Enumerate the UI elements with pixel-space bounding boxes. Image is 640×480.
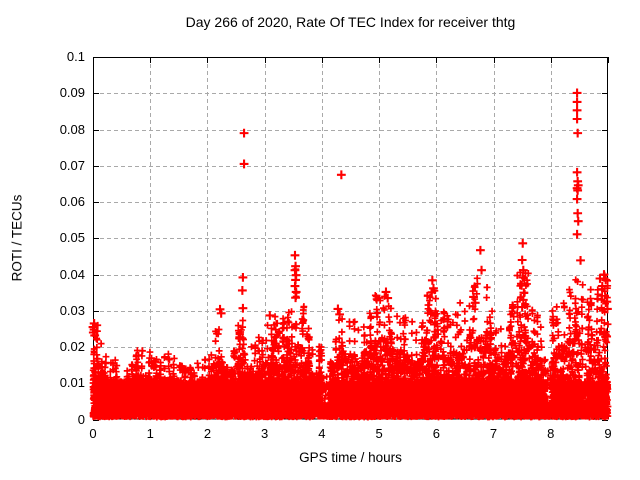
y-tick-label: 0.07 — [59, 157, 85, 173]
y-tick-label: 0.06 — [59, 194, 85, 209]
x-tick-label: 1 — [146, 426, 154, 441]
y-tick-label: 0 — [77, 411, 85, 427]
y-tick-label: 0.1 — [66, 49, 85, 64]
x-tick-label: 5 — [375, 426, 383, 441]
x-axis-label: GPS time / hours — [299, 450, 402, 465]
y-tick-label: 0.04 — [59, 266, 85, 282]
y-tick-label: 0.02 — [59, 339, 85, 354]
x-tick-label: 3 — [261, 426, 269, 441]
x-tick-label: 9 — [604, 426, 612, 441]
x-tick-label: 8 — [547, 426, 555, 441]
y-tick-label: 0.09 — [59, 85, 85, 101]
x-tick-label: 7 — [489, 426, 498, 441]
y-tick-label: 0.01 — [59, 375, 85, 391]
y-tick-label: 0.05 — [59, 230, 85, 246]
x-tick-label: 2 — [203, 426, 212, 441]
x-tick-label: 4 — [318, 426, 326, 441]
y-tick-label: 0.03 — [59, 302, 85, 318]
x-tick-label: 6 — [432, 426, 440, 441]
chart-title: Day 266 of 2020, Rate Of TEC Index for r… — [185, 14, 516, 30]
y-tick-label: 0.08 — [59, 121, 85, 137]
x-tick-label: 0 — [89, 426, 97, 441]
